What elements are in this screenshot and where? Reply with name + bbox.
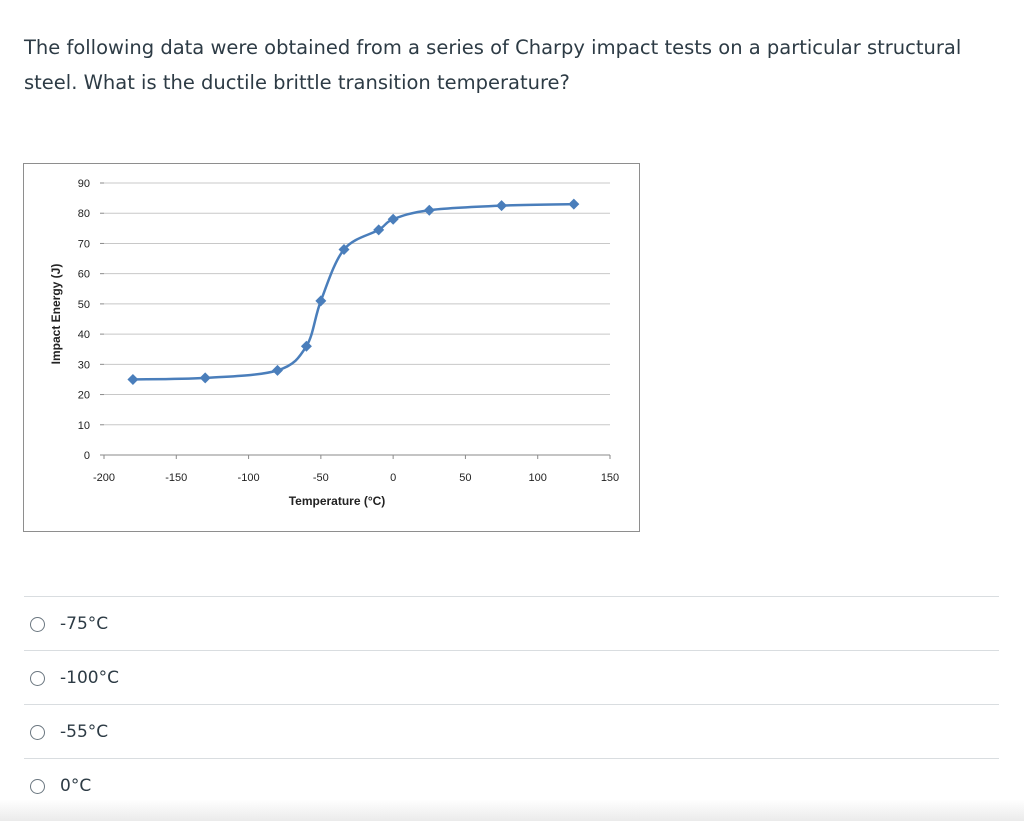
answer-option-1[interactable]: -75°C xyxy=(24,596,999,650)
x-tick-label: -150 xyxy=(165,472,187,484)
y-tick-label: 80 xyxy=(78,208,90,220)
x-tick-label: 100 xyxy=(529,472,547,484)
data-point-marker xyxy=(338,243,350,255)
x-tick-label: -200 xyxy=(93,472,115,484)
y-tick-label: 10 xyxy=(78,420,90,432)
radio-button-icon[interactable] xyxy=(30,671,45,686)
y-tick-label: 0 xyxy=(84,450,90,462)
bottom-shade xyxy=(0,800,1024,821)
chart-svg: 0 10 20 30 40 50 60 70 80 90 -200 -150 -100 -50 0 50 100… xyxy=(49,178,619,508)
radio-button-icon[interactable] xyxy=(30,617,45,632)
radio-button-icon[interactable] xyxy=(30,779,45,794)
data-point-marker xyxy=(199,372,211,384)
answer-list: -75°C -100°C -55°C 0°C xyxy=(24,596,999,812)
y-axis-title: Impact Energy (J) xyxy=(49,264,63,365)
answer-option-3[interactable]: -55°C xyxy=(24,704,999,758)
answer-label: 0°C xyxy=(60,775,92,796)
data-point-marker xyxy=(271,364,283,376)
charpy-chart: 0 10 20 30 40 50 60 70 80 90 -200 -150 -100 -50 0 50 100… xyxy=(23,163,640,532)
data-point-marker xyxy=(315,295,327,307)
data-point-marker xyxy=(387,213,399,225)
x-tick-label: 0 xyxy=(390,472,396,484)
data-point-marker xyxy=(496,200,508,212)
answer-label: -100°C xyxy=(60,667,119,688)
y-tick-label: 40 xyxy=(78,329,90,341)
data-point-marker xyxy=(568,198,580,210)
y-tick-label: 20 xyxy=(78,390,90,402)
x-tick-label: 50 xyxy=(459,472,471,484)
answer-option-2[interactable]: -100°C xyxy=(24,650,999,704)
series-line xyxy=(132,202,574,381)
y-tick-label: 50 xyxy=(78,299,90,311)
answer-label: -75°C xyxy=(60,613,109,634)
x-tick-label: 150 xyxy=(601,472,619,484)
answer-label: -55°C xyxy=(60,721,109,742)
x-tick-label: -50 xyxy=(313,472,329,484)
answer-option-4[interactable]: 0°C xyxy=(24,758,999,812)
y-tick-label: 90 xyxy=(78,178,90,190)
data-point-marker xyxy=(373,224,385,236)
radio-button-icon[interactable] xyxy=(30,725,45,740)
y-tick-label: 60 xyxy=(78,269,90,281)
data-point-marker xyxy=(127,373,139,385)
data-point-marker xyxy=(300,340,312,352)
y-tick-label: 30 xyxy=(78,359,90,371)
y-tick-label: 70 xyxy=(78,238,90,250)
x-tick-label: -100 xyxy=(238,472,260,484)
question-text: The following data were obtained from a … xyxy=(24,36,962,94)
data-point-marker xyxy=(423,204,435,216)
x-axis-title: Temperature (°C) xyxy=(289,494,386,508)
